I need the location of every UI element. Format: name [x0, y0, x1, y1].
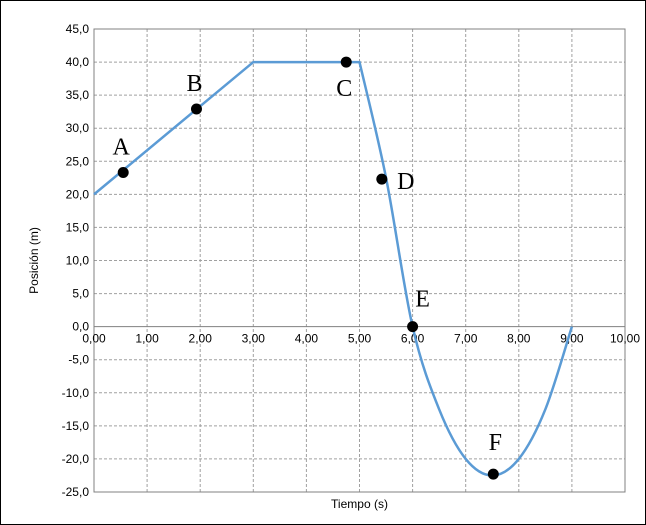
y-tick-label: 45,0 — [66, 22, 90, 36]
series — [93, 60, 574, 477]
x-tick-label: 10,00 — [610, 332, 640, 346]
point-marker-d — [376, 173, 388, 185]
y-tick-label: 20,0 — [66, 187, 90, 201]
y-tick-label: 5,0 — [72, 287, 89, 301]
y-tick-label: -25,0 — [62, 485, 90, 499]
point-marker-a — [117, 167, 129, 179]
y-tick-label: -20,0 — [62, 452, 90, 466]
y-axis-label: Posición (m) — [27, 227, 41, 294]
grid — [93, 28, 626, 493]
y-tick-label: -10,0 — [62, 386, 90, 400]
x-tick-label: 7,00 — [454, 332, 478, 346]
point-label-c: C — [336, 76, 352, 102]
y-tick-label: 40,0 — [66, 55, 90, 69]
series-line — [93, 60, 574, 477]
y-tick-label: 15,0 — [66, 220, 90, 234]
y-tick-label: 30,0 — [66, 121, 90, 135]
point-marker-c — [340, 56, 352, 68]
point-label-a: A — [113, 135, 131, 161]
x-axis-label: Tiempo (s) — [331, 497, 388, 511]
point-marker-b — [190, 103, 202, 115]
y-tick-label: -5,0 — [68, 353, 89, 367]
points: A B C D E F — [113, 56, 502, 480]
y-tick-label: 0,0 — [72, 320, 89, 334]
x-tick-label: 6,00 — [401, 332, 425, 346]
x-tick-label: 4,00 — [295, 332, 319, 346]
point-label-f: F — [489, 430, 502, 456]
y-tick-labels: 45,0 40,0 35,0 30,0 25,0 20,0 15,0 10,0 5,0 0,0 -5… — [62, 22, 90, 499]
point-label-d: D — [397, 169, 414, 195]
y-tick-label: -15,0 — [62, 419, 90, 433]
y-tick-label: 25,0 — [66, 154, 90, 168]
point-marker-e — [407, 321, 419, 333]
point-marker-f — [487, 468, 499, 480]
y-tick-label: 10,0 — [66, 254, 90, 268]
x-tick-label: 1,00 — [135, 332, 159, 346]
plot-area-border — [93, 28, 626, 493]
x-tick-label: 3,00 — [242, 332, 266, 346]
x-tick-label: 0,00 — [82, 332, 106, 346]
x-tick-labels: 0,00 1,00 2,00 3,00 4,00 5,00 6,00 7,00 8,00 9,00… — [82, 332, 640, 346]
x-tick-label: 5,00 — [348, 332, 372, 346]
point-label-e: E — [415, 287, 430, 313]
point-label-b: B — [186, 71, 202, 97]
x-tick-label: 8,00 — [507, 332, 531, 346]
y-tick-label: 35,0 — [66, 88, 90, 102]
x-tick-label: 9,00 — [560, 332, 584, 346]
x-tick-label: 2,00 — [189, 332, 213, 346]
